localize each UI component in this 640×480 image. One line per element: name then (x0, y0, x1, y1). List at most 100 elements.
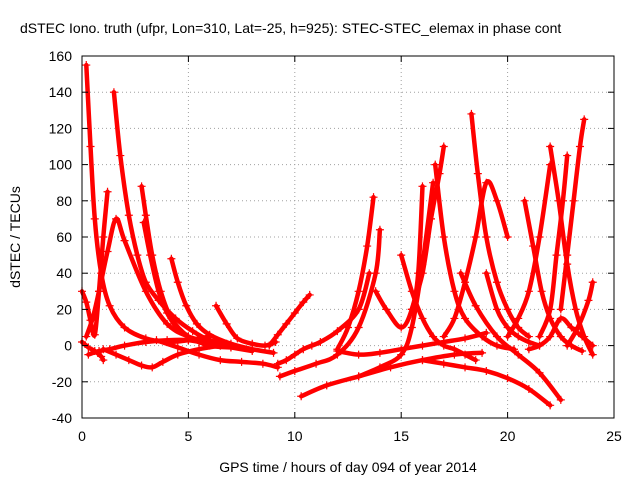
y-tick-label: 40 (56, 265, 72, 281)
data-point-marker (450, 287, 459, 296)
y-tick-label: 160 (49, 48, 73, 64)
data-point-marker (431, 160, 440, 169)
data-point-marker (146, 251, 155, 260)
data-point-marker (503, 305, 512, 314)
data-point-marker (269, 348, 278, 357)
data-point-marker (439, 341, 448, 350)
data-point-marker (588, 278, 597, 287)
data-point-marker (580, 115, 589, 124)
data-point-marker (141, 287, 150, 296)
data-point-marker (290, 350, 299, 359)
data-point-marker (141, 211, 150, 220)
data-point-marker (222, 319, 231, 328)
y-tick-label: 80 (56, 193, 72, 209)
data-point-marker (216, 341, 225, 350)
series-line (267, 292, 312, 348)
data-point-marker (116, 151, 125, 160)
data-point-marker (375, 348, 384, 357)
data-point-marker (297, 392, 306, 401)
y-tick-label: 0 (64, 338, 72, 354)
data-point-marker (397, 323, 406, 332)
data-point-marker (307, 341, 316, 350)
data-point-marker (535, 341, 544, 350)
data-point-marker (173, 350, 182, 359)
data-point-marker (95, 287, 104, 296)
data-point-marker (195, 337, 204, 346)
chart-title: dSTEC Iono. truth (ufpr, Lon=310, Lat=-2… (20, 20, 561, 36)
data-point-marker (195, 350, 204, 359)
data-point-marker (154, 287, 163, 296)
series-arc-26 (418, 356, 555, 410)
data-point-marker (120, 323, 129, 332)
series-line (505, 162, 553, 339)
data-point-marker (492, 341, 501, 350)
data-point-marker (316, 337, 325, 346)
data-point-marker (152, 336, 161, 345)
series-arc-17 (333, 193, 378, 354)
data-point-marker (397, 350, 406, 359)
data-point-marker (371, 287, 380, 296)
data-point-marker (492, 332, 501, 341)
data-point-marker (82, 298, 91, 307)
data-point-marker (82, 332, 91, 341)
data-point-marker (105, 301, 114, 310)
data-point-marker (375, 225, 384, 234)
data-point-marker (192, 319, 201, 328)
series-line (558, 117, 587, 312)
data-point-marker (554, 196, 563, 205)
data-point-marker (571, 305, 580, 314)
data-point-marker (354, 323, 363, 332)
data-point-marker (407, 323, 416, 332)
series-line (111, 89, 229, 347)
data-point-marker (478, 332, 487, 341)
data-point-marker (563, 151, 572, 160)
data-point-marker (282, 319, 291, 328)
series-arc-18 (333, 328, 491, 359)
data-point-marker (492, 278, 501, 287)
data-point-marker (139, 218, 148, 227)
data-point-marker (546, 332, 555, 341)
data-point-marker (273, 359, 282, 368)
data-point-marker (471, 233, 480, 241)
data-point-marker (556, 332, 565, 341)
data-point-marker (535, 332, 544, 341)
data-point-marker (478, 348, 487, 357)
data-point-marker (282, 356, 291, 365)
data-point-marker (397, 251, 406, 260)
data-point-marker (514, 332, 523, 341)
data-point-marker (575, 142, 584, 151)
data-point-marker (450, 314, 459, 323)
data-point-marker (163, 319, 172, 328)
data-point-marker (369, 193, 378, 202)
x-tick-label: 5 (185, 428, 193, 444)
data-point-marker (82, 61, 91, 70)
data-point-marker (473, 169, 482, 178)
data-point-marker (124, 211, 133, 220)
data-point-marker (514, 350, 523, 359)
data-point-marker (120, 236, 129, 245)
data-point-marker (205, 330, 214, 339)
data-point-marker (439, 332, 448, 341)
series-arc-34 (563, 278, 597, 350)
series-arc-29 (503, 160, 555, 341)
x-tick-label: 10 (287, 428, 303, 444)
data-point-marker (371, 269, 380, 278)
data-point-marker (584, 296, 593, 305)
data-point-marker (418, 341, 427, 350)
data-point-marker (471, 301, 480, 310)
series-arc-21 (397, 251, 480, 365)
data-point-marker (103, 187, 112, 196)
data-point-marker (537, 287, 546, 296)
data-point-marker (418, 314, 427, 323)
data-point-marker (305, 290, 314, 299)
data-point-marker (418, 269, 427, 278)
data-point-marker (569, 196, 578, 205)
data-point-marker (492, 196, 501, 205)
data-point-marker (426, 214, 435, 223)
data-point-marker (299, 298, 308, 307)
y-tick-label: -20 (52, 374, 72, 390)
axes: 0 5 10 15 20 25 -40 -20 0 20 40 60 80 100 120 140 160 (49, 48, 622, 444)
data-point-marker (439, 359, 448, 368)
series-arc-16 (297, 348, 487, 401)
